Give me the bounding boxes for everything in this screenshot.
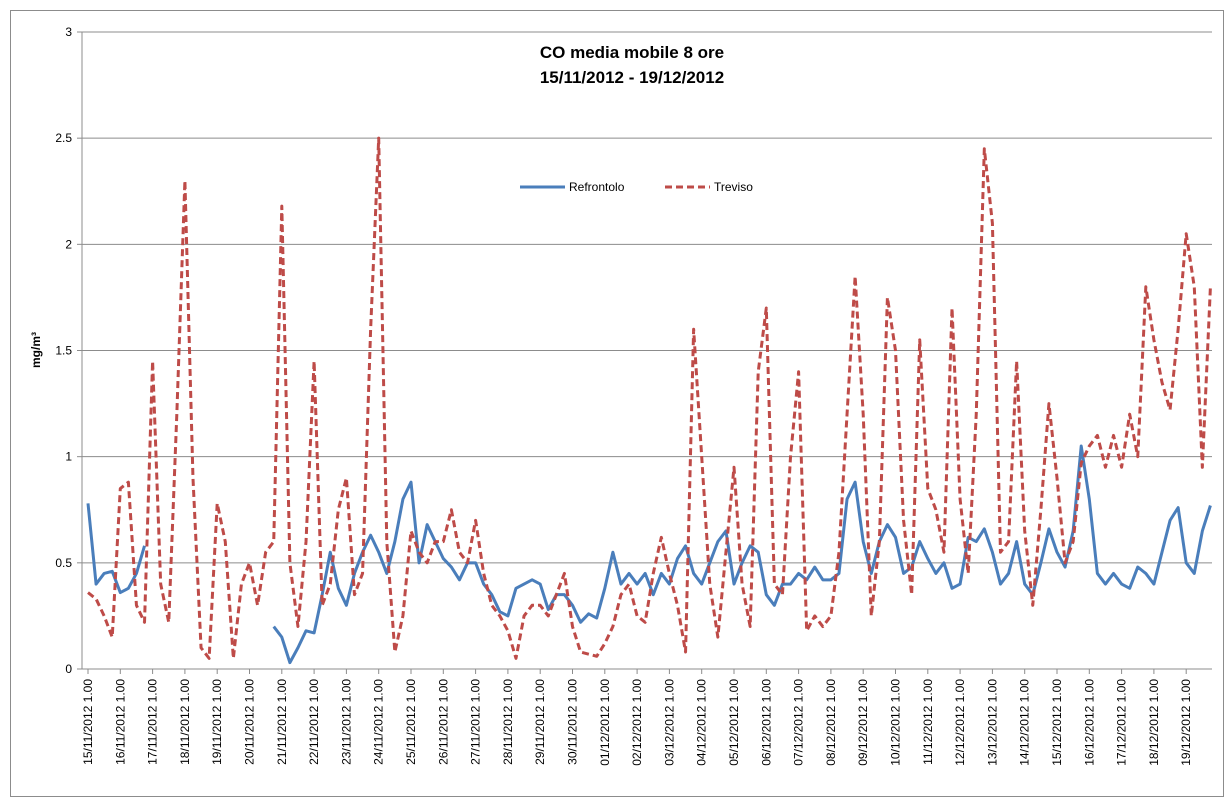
y-axis-label: mg/m³ bbox=[29, 332, 43, 368]
x-tick-label: 07/12/2012 1.00 bbox=[792, 679, 806, 766]
y-tick-label: 2.5 bbox=[55, 131, 72, 145]
x-tick-label: 22/11/2012 1.00 bbox=[307, 679, 321, 765]
y-tick-label: 2 bbox=[65, 237, 72, 251]
x-tick-label: 14/12/2012 1.00 bbox=[1018, 679, 1032, 766]
data-line bbox=[86, 444, 1212, 665]
x-tick-label: 09/12/2012 1.00 bbox=[856, 679, 870, 766]
chart-subtitle: 15/11/2012 - 19/12/2012 bbox=[540, 68, 724, 87]
chart-title: CO media mobile 8 ore bbox=[540, 43, 724, 62]
y-tick-label: 1 bbox=[65, 450, 72, 464]
y-tick-label: 3 bbox=[65, 25, 72, 39]
x-tick-label: 18/11/2012 1.00 bbox=[178, 679, 192, 765]
x-tick-label: 29/11/2012 1.00 bbox=[533, 679, 547, 765]
y-tick-label: 0 bbox=[65, 662, 72, 676]
x-tick-label: 28/11/2012 1.00 bbox=[501, 679, 515, 765]
y-tick-label: 0.5 bbox=[55, 556, 72, 570]
x-tick-label: 17/11/2012 1.00 bbox=[146, 679, 160, 765]
x-tick-label: 12/12/2012 1.00 bbox=[953, 679, 967, 766]
x-tick-label: 18/12/2012 1.00 bbox=[1147, 679, 1161, 766]
x-tick-label: 05/12/2012 1.00 bbox=[727, 679, 741, 766]
x-tick-label: 19/12/2012 1.00 bbox=[1179, 679, 1193, 766]
x-tick-label: 20/11/2012 1.00 bbox=[243, 679, 257, 765]
x-tick-label: 27/11/2012 1.00 bbox=[469, 679, 483, 765]
x-tick-label: 30/11/2012 1.00 bbox=[566, 679, 580, 765]
x-tick-label: 26/11/2012 1.00 bbox=[436, 679, 450, 765]
x-tick-label: 15/11/2012 1.00 bbox=[81, 679, 95, 765]
x-tick-label: 01/12/2012 1.00 bbox=[598, 679, 612, 766]
x-tick-label: 16/12/2012 1.00 bbox=[1082, 679, 1096, 766]
y-tick-label: 1.5 bbox=[55, 344, 72, 358]
x-tick-label: 21/11/2012 1.00 bbox=[275, 679, 289, 765]
legend-label: Refrontolo bbox=[569, 180, 625, 194]
x-tick-label: 19/11/2012 1.00 bbox=[210, 679, 224, 765]
x-tick-label: 08/12/2012 1.00 bbox=[824, 679, 838, 766]
x-tick-label: 15/12/2012 1.00 bbox=[1050, 679, 1064, 766]
x-tick-label: 24/11/2012 1.00 bbox=[372, 679, 386, 765]
x-tick-label: 17/12/2012 1.00 bbox=[1115, 679, 1129, 766]
chart-border bbox=[10, 10, 1224, 797]
x-tick-label: 03/12/2012 1.00 bbox=[662, 679, 676, 766]
x-tick-label: 10/12/2012 1.00 bbox=[889, 679, 903, 766]
x-tick-label: 11/12/2012 1.00 bbox=[921, 679, 935, 765]
x-tick-label: 16/11/2012 1.00 bbox=[113, 679, 127, 765]
legend-label: Treviso bbox=[714, 180, 753, 194]
x-tick-label: 02/12/2012 1.00 bbox=[630, 679, 644, 766]
x-tick-label: 23/11/2012 1.00 bbox=[339, 679, 353, 765]
x-tick-label: 06/12/2012 1.00 bbox=[759, 679, 773, 766]
x-tick-label: 25/11/2012 1.00 bbox=[404, 679, 418, 765]
x-tick-label: 04/12/2012 1.00 bbox=[695, 679, 709, 766]
x-tick-label: 13/12/2012 1.00 bbox=[985, 679, 999, 766]
